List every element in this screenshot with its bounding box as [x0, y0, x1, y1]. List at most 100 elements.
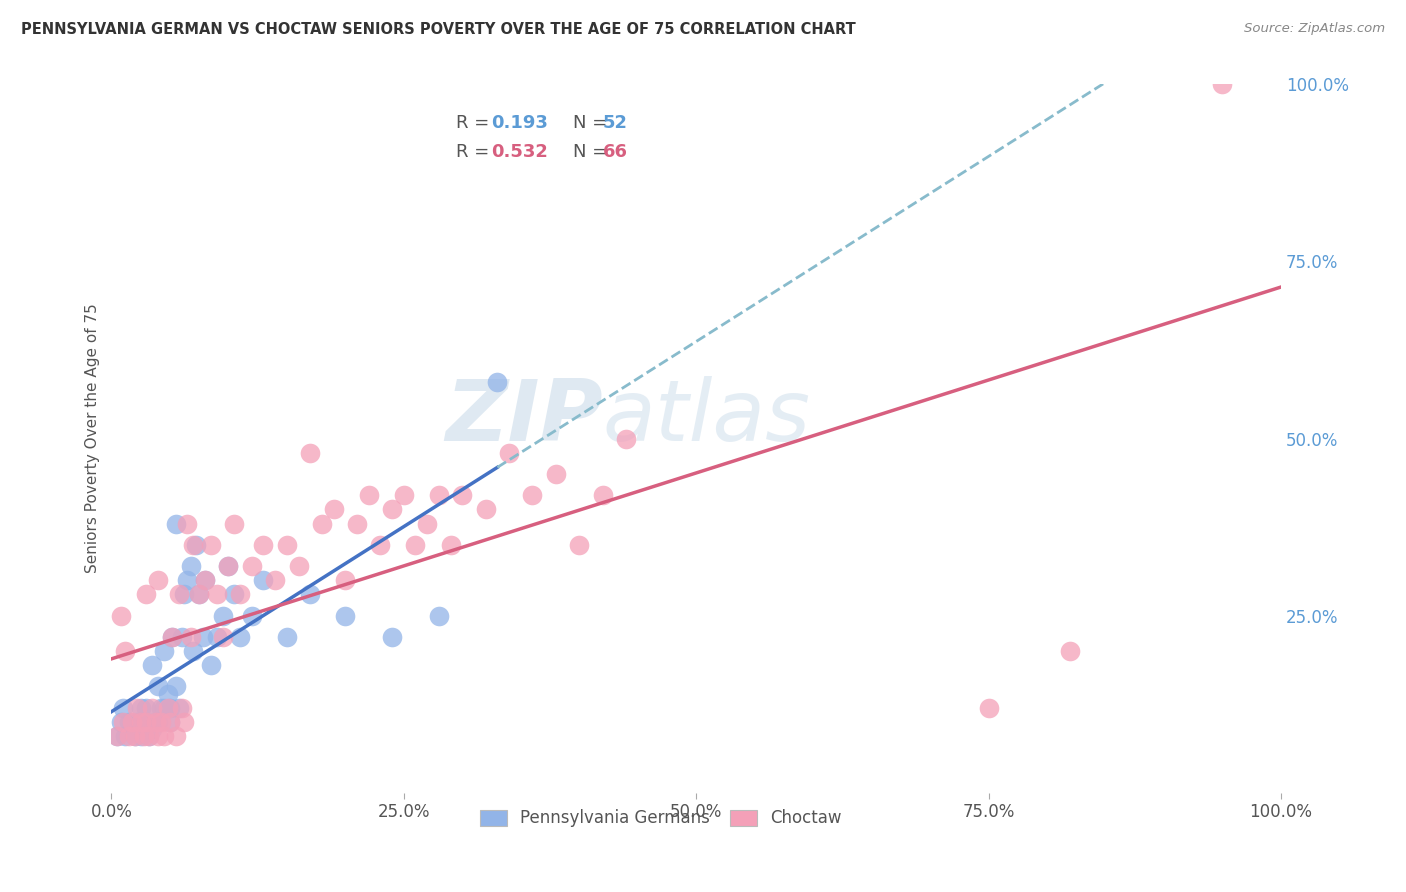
Point — [165, 680, 187, 694]
Point — [165, 729, 187, 743]
Y-axis label: Seniors Poverty Over the Age of 75: Seniors Poverty Over the Age of 75 — [86, 303, 100, 574]
Point — [188, 587, 211, 601]
Point — [141, 658, 163, 673]
Point — [160, 630, 183, 644]
Point — [156, 686, 179, 700]
Point — [134, 729, 156, 743]
Point — [173, 587, 195, 601]
Point — [240, 608, 263, 623]
Point — [299, 587, 322, 601]
Point — [522, 488, 544, 502]
Point — [149, 714, 172, 729]
Text: N =: N = — [574, 114, 613, 132]
Point — [105, 729, 128, 743]
Point — [498, 446, 520, 460]
Point — [170, 630, 193, 644]
Text: Source: ZipAtlas.com: Source: ZipAtlas.com — [1244, 22, 1385, 36]
Point — [614, 432, 637, 446]
Point — [124, 729, 146, 743]
Point — [405, 538, 427, 552]
Point — [135, 700, 157, 714]
Point — [544, 467, 567, 481]
Point — [335, 573, 357, 587]
Point — [134, 722, 156, 736]
Text: ZIP: ZIP — [444, 376, 603, 458]
Point — [127, 700, 149, 714]
Point — [145, 714, 167, 729]
Point — [180, 559, 202, 574]
Point — [105, 729, 128, 743]
Point — [110, 714, 132, 729]
Point — [110, 608, 132, 623]
Point — [224, 516, 246, 531]
Point — [153, 700, 176, 714]
Point — [211, 630, 233, 644]
Point — [112, 700, 135, 714]
Point — [188, 587, 211, 601]
Point — [112, 714, 135, 729]
Point — [486, 375, 509, 389]
Point — [159, 714, 181, 729]
Point — [159, 700, 181, 714]
Point — [129, 700, 152, 714]
Point — [229, 630, 252, 644]
Point — [148, 573, 170, 587]
Point — [153, 729, 176, 743]
Point — [135, 714, 157, 729]
Point — [135, 587, 157, 601]
Point — [129, 729, 152, 743]
Point — [1059, 644, 1081, 658]
Point — [194, 573, 217, 587]
Point — [121, 722, 143, 736]
Point — [416, 516, 439, 531]
Point — [184, 538, 207, 552]
Point — [357, 488, 380, 502]
Point — [135, 714, 157, 729]
Point — [311, 516, 333, 531]
Point — [176, 516, 198, 531]
Point — [211, 608, 233, 623]
Point — [121, 714, 143, 729]
Point — [276, 630, 298, 644]
Point — [322, 502, 344, 516]
Point — [149, 700, 172, 714]
Point — [181, 644, 204, 658]
Point — [138, 729, 160, 743]
Point — [124, 729, 146, 743]
Point — [240, 559, 263, 574]
Point — [568, 538, 591, 552]
Text: 52: 52 — [603, 114, 627, 132]
Point — [173, 714, 195, 729]
Point — [118, 729, 141, 743]
Point — [180, 630, 202, 644]
Point — [114, 644, 136, 658]
Point — [200, 538, 222, 552]
Text: R =: R = — [457, 114, 495, 132]
Point — [977, 700, 1000, 714]
Text: 0.532: 0.532 — [492, 143, 548, 161]
Legend: Pennsylvania Germans, Choctaw: Pennsylvania Germans, Choctaw — [474, 803, 848, 834]
Point — [439, 538, 461, 552]
Point — [138, 729, 160, 743]
Point — [170, 700, 193, 714]
Point — [114, 729, 136, 743]
Point — [176, 573, 198, 587]
Point — [148, 729, 170, 743]
Point — [217, 559, 239, 574]
Point — [229, 587, 252, 601]
Point — [264, 573, 287, 587]
Text: 0.193: 0.193 — [492, 114, 548, 132]
Point — [299, 446, 322, 460]
Point — [346, 516, 368, 531]
Point — [427, 488, 450, 502]
Point — [167, 700, 190, 714]
Point — [451, 488, 474, 502]
Point — [427, 608, 450, 623]
Point — [217, 559, 239, 574]
Point — [276, 538, 298, 552]
Point — [141, 722, 163, 736]
Point — [474, 502, 496, 516]
Point — [224, 587, 246, 601]
Point — [335, 608, 357, 623]
Point — [148, 680, 170, 694]
